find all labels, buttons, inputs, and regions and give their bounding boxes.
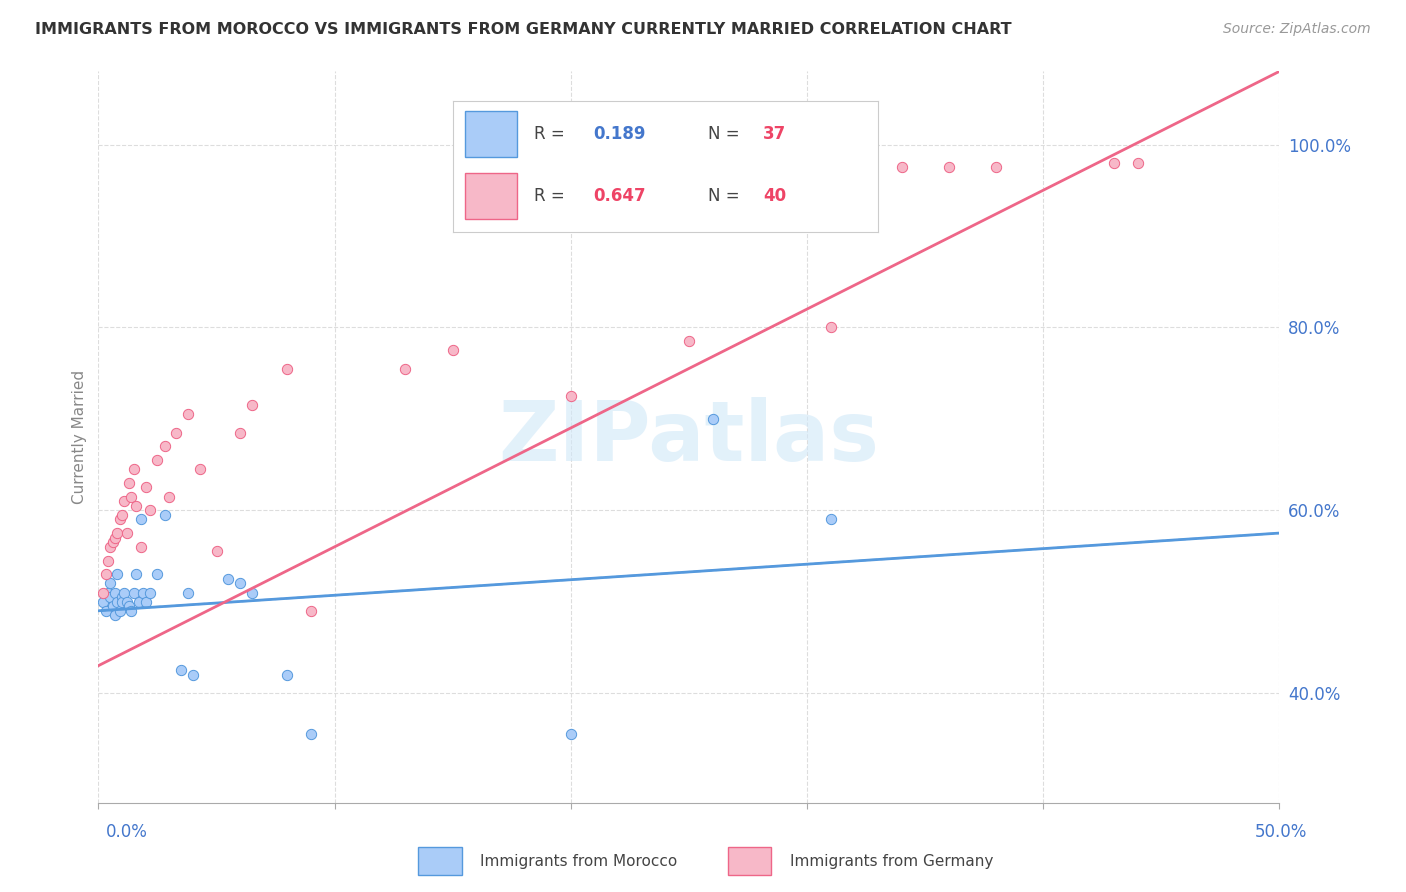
Point xyxy=(97,553,120,567)
Point xyxy=(1102,156,1125,170)
Point xyxy=(125,499,148,513)
Point xyxy=(94,604,117,618)
Point xyxy=(111,508,134,522)
Point xyxy=(205,544,228,558)
Point xyxy=(91,595,114,609)
Point xyxy=(121,490,143,504)
Point xyxy=(104,531,127,545)
Point xyxy=(678,334,700,348)
Point xyxy=(217,572,239,586)
Point xyxy=(128,595,150,609)
Point xyxy=(111,590,134,604)
Point xyxy=(177,407,200,421)
Point xyxy=(118,475,141,490)
Point xyxy=(135,595,157,609)
Point xyxy=(98,590,121,604)
Point xyxy=(276,667,298,682)
Point xyxy=(188,462,211,476)
Text: 0.0%: 0.0% xyxy=(105,822,148,840)
FancyBboxPatch shape xyxy=(419,847,461,875)
Point xyxy=(91,585,114,599)
Point xyxy=(560,389,582,403)
FancyBboxPatch shape xyxy=(728,847,770,875)
Point xyxy=(118,599,141,614)
Point xyxy=(101,535,124,549)
Point xyxy=(105,567,128,582)
Point xyxy=(135,480,157,494)
Point xyxy=(240,398,263,412)
Point xyxy=(146,567,169,582)
Point xyxy=(108,604,131,618)
Point xyxy=(104,608,127,623)
Text: Immigrants from Germany: Immigrants from Germany xyxy=(790,854,993,869)
Point xyxy=(105,595,128,609)
Point xyxy=(441,343,464,358)
Point xyxy=(139,585,162,599)
Point xyxy=(157,490,180,504)
Point xyxy=(112,494,135,508)
Point xyxy=(938,161,960,175)
Point xyxy=(181,667,204,682)
Point xyxy=(146,453,169,467)
Text: IMMIGRANTS FROM MOROCCO VS IMMIGRANTS FROM GERMANY CURRENTLY MARRIED CORRELATION: IMMIGRANTS FROM MOROCCO VS IMMIGRANTS FR… xyxy=(35,22,1012,37)
Point xyxy=(105,526,128,541)
Text: Source: ZipAtlas.com: Source: ZipAtlas.com xyxy=(1223,22,1371,37)
Point xyxy=(240,585,263,599)
Point xyxy=(104,585,127,599)
Point xyxy=(98,540,121,554)
Point xyxy=(299,604,322,618)
Point xyxy=(108,512,131,526)
Point xyxy=(177,585,200,599)
Text: 50.0%: 50.0% xyxy=(1256,822,1308,840)
Point xyxy=(97,585,120,599)
Point xyxy=(394,361,416,376)
Point xyxy=(229,425,252,440)
Point xyxy=(111,595,134,609)
Point xyxy=(115,526,138,541)
Point xyxy=(129,540,152,554)
Text: Immigrants from Morocco: Immigrants from Morocco xyxy=(481,854,678,869)
Point xyxy=(122,462,145,476)
Point xyxy=(276,361,298,376)
Point xyxy=(702,412,724,426)
Point xyxy=(98,576,121,591)
Point xyxy=(132,585,155,599)
Point xyxy=(129,512,152,526)
Point xyxy=(560,727,582,741)
Point xyxy=(299,727,322,741)
Point xyxy=(112,585,135,599)
Point xyxy=(121,604,143,618)
Point xyxy=(820,512,842,526)
Point xyxy=(101,599,124,614)
Y-axis label: Currently Married: Currently Married xyxy=(72,370,87,504)
Point xyxy=(229,576,252,591)
Point xyxy=(94,567,117,582)
Text: ZIPatlas: ZIPatlas xyxy=(499,397,879,477)
Point xyxy=(165,425,187,440)
Point xyxy=(1126,156,1149,170)
Point xyxy=(844,165,866,179)
Point xyxy=(820,320,842,334)
Point xyxy=(984,161,1007,175)
Point xyxy=(170,663,193,677)
Point xyxy=(153,439,176,453)
Point xyxy=(122,585,145,599)
Point xyxy=(115,595,138,609)
Point xyxy=(139,503,162,517)
Point xyxy=(153,508,176,522)
Point xyxy=(125,567,148,582)
Point xyxy=(890,161,912,175)
